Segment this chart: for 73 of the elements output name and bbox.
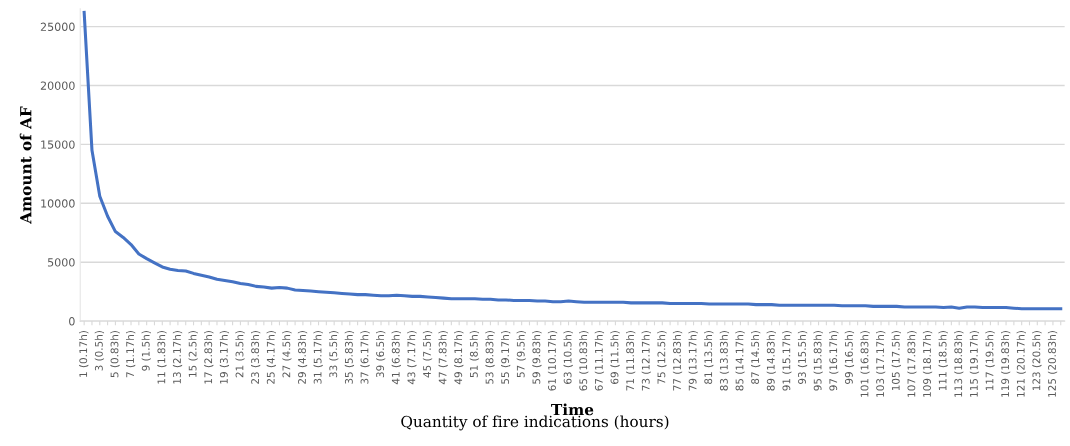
x-tick-label: 69 (11.5h) xyxy=(610,331,620,384)
x-tick-label: 111 (18.5h) xyxy=(938,331,948,391)
x-tick-label: 57 (9.5h) xyxy=(516,331,526,378)
x-tick-label: 101 (16.83h) xyxy=(860,331,870,397)
x-tick-label: 53 (8.83h) xyxy=(485,331,495,384)
x-tick-label: 87 (14.5h) xyxy=(751,331,761,384)
x-tick-label: 81 (13.5h) xyxy=(704,331,714,384)
x-tick-label: 73 (12.17h) xyxy=(641,331,651,391)
x-tick-label: 121 (20.17h) xyxy=(1016,331,1026,397)
x-tick-label: 117 (19.5h) xyxy=(985,331,995,391)
x-tick-label: 115 (19.17h) xyxy=(969,331,980,397)
x-tick-label: 61 (10.17h) xyxy=(547,331,558,391)
y-tick-label: 0 xyxy=(69,317,75,326)
x-tick-label: 91 (15.17h) xyxy=(782,331,792,391)
x-tick-label: 39 (6.5h) xyxy=(376,331,386,378)
x-tick-label: 59 (9.83h) xyxy=(532,331,542,384)
x-tick-label: 107 (17.83h) xyxy=(907,331,917,397)
x-tick-label: 29 (4.83h) xyxy=(297,331,308,384)
x-tick-label: 33 (5.5h) xyxy=(329,331,339,378)
x-tick-label: 125 (20.83h) xyxy=(1047,331,1058,397)
x-tick-label: 17 (2.83h) xyxy=(204,331,214,384)
text: Quantity of fire indications (hours) xyxy=(401,415,669,431)
x-tick-label: 123 (20.5h) xyxy=(1032,331,1042,391)
x-tick-label: 47 (7.83h) xyxy=(438,331,448,385)
x-tick-label: 55 (9.17h) xyxy=(501,331,511,384)
x-tick-label: 35 (5.83h) xyxy=(344,331,355,384)
x-tick-label: 23 (3.83h) xyxy=(251,331,261,384)
x-tick-label: 109 (18.17h) xyxy=(922,331,933,397)
line-series xyxy=(82,10,1063,311)
x-tick-label: 25 (4.17h) xyxy=(266,331,276,384)
x-tick-label: 7 (1.17h) xyxy=(125,331,136,378)
x-tick-label: 49 (8.17h) xyxy=(454,331,464,385)
x-tick-label: 51 (8.5h) xyxy=(469,331,480,378)
x-tick-label: 77 (12.83h) xyxy=(672,331,683,391)
x-tick-label: 113 (18.83h) xyxy=(954,331,964,397)
x-tick-label: 79 (13.17h) xyxy=(688,331,698,391)
x-tick-label: 21 (3.5h) xyxy=(235,331,245,378)
x-tick-label: 19 (3.17h) xyxy=(219,331,230,384)
x-tick-label: 85 (14.17h) xyxy=(735,331,745,391)
x-tick-label: 93 (15.5h) xyxy=(797,331,808,384)
x-tick-label: 11 (1.83h) xyxy=(157,331,167,384)
x-tick-label: 65 (10.83h) xyxy=(579,331,589,391)
x-tick-label: 63 (10.5h) xyxy=(563,331,573,384)
x-tick-label: 75 (12.5h) xyxy=(657,331,667,384)
y-tick-label: 5000 xyxy=(47,258,75,267)
x-tick-label: 71 (11.83h) xyxy=(626,331,636,391)
y-tick-label: 10000 xyxy=(41,199,75,208)
x-tick-label: 1 (0.17h) xyxy=(79,331,89,377)
x-tick-label: 13 (2.17h) xyxy=(172,331,183,384)
x-tick-label: 9 (1.5h) xyxy=(141,331,151,371)
x-tick-label: 83 (13.83h) xyxy=(719,331,730,391)
x-tick-label: 67 (11.17h) xyxy=(594,331,605,391)
y-tick-label: 25000 xyxy=(40,22,75,31)
x-tick-label: 119 (19.83h) xyxy=(1001,331,1011,397)
x-axis-title: Time xyxy=(551,403,594,416)
x-tick-label: 45 (7.5h) xyxy=(422,331,433,378)
x-tick-label: 43 (7.17h) xyxy=(407,331,417,385)
y-axis-title: Amount of AF xyxy=(19,106,32,224)
x-tick-label: 5 (0.83h) xyxy=(110,331,120,378)
y-tick-label: 20000 xyxy=(40,81,75,90)
x-tick-label: 97 (16.17h) xyxy=(829,331,839,391)
x-tick-label: 103 (17.17h) xyxy=(876,331,886,397)
x-tick-label: 41 (6.83h) xyxy=(391,331,401,385)
x-tick-label: 37 (6.17h) xyxy=(360,331,370,384)
x-tick-label: 105 (17.5h) xyxy=(891,331,901,391)
y-tick-label: 15000 xyxy=(41,140,75,149)
x-tick-label: 89 (14.83h) xyxy=(766,331,776,391)
x-tick-label: 15 (2.5h) xyxy=(188,331,198,377)
x-tick-label: 27 (4.5h) xyxy=(282,331,292,378)
x-tick-label: 31 (5.17h) xyxy=(313,331,323,384)
x-tick-label: 95 (15.83h) xyxy=(813,331,823,391)
x-tick-label: 3 (0.5h) xyxy=(94,331,105,371)
x-tick-label: 99 (16.5h) xyxy=(844,331,855,384)
